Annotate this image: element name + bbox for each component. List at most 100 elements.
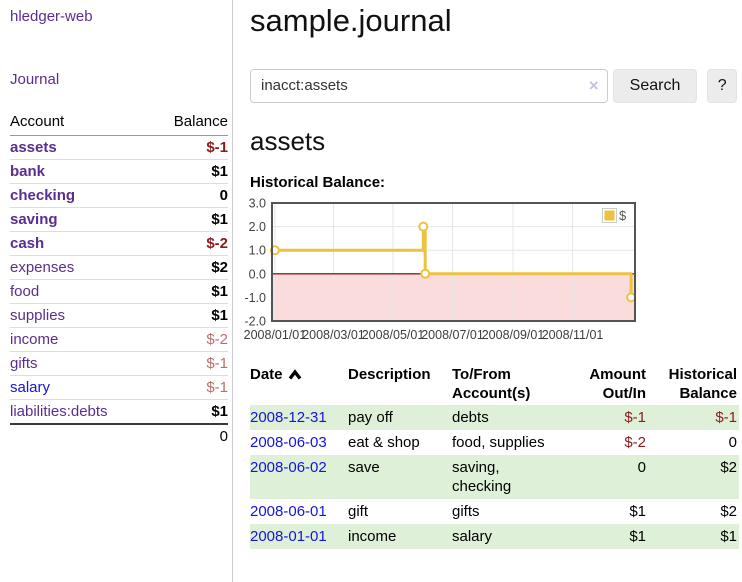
help-button[interactable]: ? bbox=[707, 68, 737, 103]
transaction-amount: $1 bbox=[564, 523, 646, 549]
transaction-accounts: gifts bbox=[452, 502, 480, 520]
account-link[interactable]: assets bbox=[10, 139, 57, 156]
register-header-amount: Amount Out/In bbox=[589, 365, 646, 402]
account-balance: 0 bbox=[150, 183, 228, 208]
search-bar: × Search ? bbox=[250, 68, 737, 103]
data-point-marker bbox=[420, 268, 431, 279]
accounts-header-account: Account bbox=[10, 110, 151, 136]
search-input[interactable] bbox=[250, 68, 608, 103]
transaction-balance: $2 bbox=[720, 502, 737, 520]
register-row: 2008-06-02 save saving, checking 0 $2 bbox=[250, 454, 739, 499]
x-tick-label: 2008/09/01 bbox=[482, 328, 545, 342]
search-input-wrap: × bbox=[250, 68, 608, 103]
transaction-balance: $1 bbox=[646, 523, 739, 549]
transaction-amount: $-1 bbox=[564, 404, 646, 430]
page-title: sample.journal bbox=[250, 3, 452, 38]
register-row: 2008-12-31 pay off debts $-1 $-1 bbox=[250, 404, 739, 430]
account-link[interactable]: checking bbox=[10, 187, 76, 204]
app-title-link[interactable]: hledger-web bbox=[10, 8, 93, 25]
y-tick-label: -2.0 bbox=[244, 314, 266, 328]
x-tick-label: 2008/01/01 bbox=[244, 328, 307, 342]
register-header-date[interactable]: Date bbox=[250, 364, 348, 405]
clear-search-icon[interactable]: × bbox=[588, 75, 599, 95]
chart-title: Historical Balance: bbox=[250, 173, 386, 191]
transaction-accounts: saving, checking bbox=[452, 454, 564, 499]
transaction-balance: 0 bbox=[728, 433, 737, 451]
transaction-accounts: debts bbox=[452, 404, 564, 430]
register-header-balance: Historical Balance bbox=[668, 365, 737, 402]
account-balance: $1 bbox=[150, 279, 228, 304]
account-link[interactable]: expenses bbox=[10, 259, 75, 276]
account-row: saving $1 bbox=[10, 207, 228, 232]
account-link[interactable]: income bbox=[10, 331, 59, 348]
accounts-table: Account Balance assets $-1 bank $1 checking 0… bbox=[10, 110, 228, 448]
account-link[interactable]: bank bbox=[10, 163, 46, 180]
transaction-amount: $-2 bbox=[624, 433, 646, 451]
account-row: cash $-2 bbox=[10, 231, 228, 256]
register-row: 2008-06-01 gift gifts $1 $2 bbox=[250, 499, 739, 524]
accounts-header-balance: Balance bbox=[150, 110, 228, 136]
account-link[interactable]: saving bbox=[10, 211, 58, 228]
account-link[interactable]: salary bbox=[10, 379, 51, 396]
account-row: income $-2 bbox=[10, 327, 228, 352]
register-table: Date Description To/From Account(s) Amou… bbox=[250, 364, 739, 549]
y-tick-label: -1.0 bbox=[244, 290, 266, 304]
account-balance: $1 bbox=[150, 303, 228, 328]
account-link[interactable]: gifts bbox=[10, 355, 38, 372]
sidebar: hledger-web Journal Account Balance asse… bbox=[0, 0, 233, 582]
x-tick-label: 2008/05/01 bbox=[362, 328, 425, 342]
account-balance: $-1 bbox=[206, 139, 228, 156]
account-link[interactable]: cash bbox=[10, 235, 45, 252]
transaction-date-link[interactable]: 2008-12-31 bbox=[250, 408, 327, 426]
transaction-date-link[interactable]: 2008-06-01 bbox=[250, 502, 327, 520]
account-link[interactable]: supplies bbox=[10, 307, 66, 324]
transaction-date-link[interactable]: 2008-06-03 bbox=[250, 433, 327, 451]
account-balance: $1 bbox=[150, 399, 228, 424]
data-point-marker bbox=[626, 291, 637, 302]
register-header-accounts: To/From Account(s) bbox=[452, 365, 531, 402]
x-tick-label: 2008/03/01 bbox=[302, 328, 365, 342]
account-row: assets $-1 bbox=[10, 136, 228, 160]
transaction-description: gift bbox=[348, 502, 369, 520]
transaction-description: income bbox=[348, 523, 452, 549]
register-row: 2008-01-01 income salary $1 $1 bbox=[250, 523, 739, 549]
account-balance: $-1 bbox=[150, 351, 228, 376]
account-link[interactable]: food bbox=[10, 283, 40, 300]
transaction-amount: $1 bbox=[629, 502, 646, 520]
transaction-description: eat & shop bbox=[348, 433, 420, 451]
transaction-date-link[interactable]: 2008-06-02 bbox=[250, 458, 327, 476]
transaction-date-link[interactable]: 2008-01-01 bbox=[250, 527, 327, 545]
account-balance: $-2 bbox=[150, 327, 228, 352]
transaction-description: pay off bbox=[348, 404, 452, 430]
register-row: 2008-06-03 eat & shop food, supplies $-2 0 bbox=[250, 430, 739, 455]
y-tick-label: 2.0 bbox=[249, 220, 266, 234]
account-row: checking 0 bbox=[10, 183, 228, 208]
transaction-accounts: food, supplies bbox=[452, 433, 545, 451]
register-header-row: Date Description To/From Account(s) Amou… bbox=[250, 364, 739, 405]
transaction-description: save bbox=[348, 454, 452, 499]
search-button[interactable]: Search bbox=[612, 68, 698, 103]
account-row: liabilities:debts $1 bbox=[10, 399, 228, 424]
account-row: food $1 bbox=[10, 279, 228, 304]
y-tick-label: 1.0 bbox=[249, 243, 266, 257]
account-link[interactable]: liabilities:debts bbox=[10, 403, 108, 420]
sidebar-item-journal[interactable]: Journal bbox=[10, 71, 60, 88]
account-balance: $1 bbox=[150, 207, 228, 232]
y-tick-label: 0.0 bbox=[249, 267, 266, 281]
accounts-total-value: 0 bbox=[150, 423, 228, 448]
x-tick-label: 2008/11/01 bbox=[542, 328, 604, 342]
x-tick-label: 2008/07/01 bbox=[421, 328, 484, 342]
sort-ascending-icon bbox=[288, 366, 302, 385]
plot-border bbox=[271, 201, 636, 322]
register-header-description: Description bbox=[348, 365, 431, 383]
account-row: salary $-1 bbox=[10, 375, 228, 400]
account-balance: $1 bbox=[150, 159, 228, 184]
legend-label: $ bbox=[619, 208, 627, 223]
account-balance: $-1 bbox=[150, 375, 228, 400]
y-tick-label: 3.0 bbox=[249, 196, 266, 210]
data-point-marker bbox=[418, 221, 429, 232]
account-balance: $2 bbox=[150, 255, 228, 280]
account-balance: $-2 bbox=[150, 231, 228, 256]
legend-swatch bbox=[604, 210, 615, 221]
